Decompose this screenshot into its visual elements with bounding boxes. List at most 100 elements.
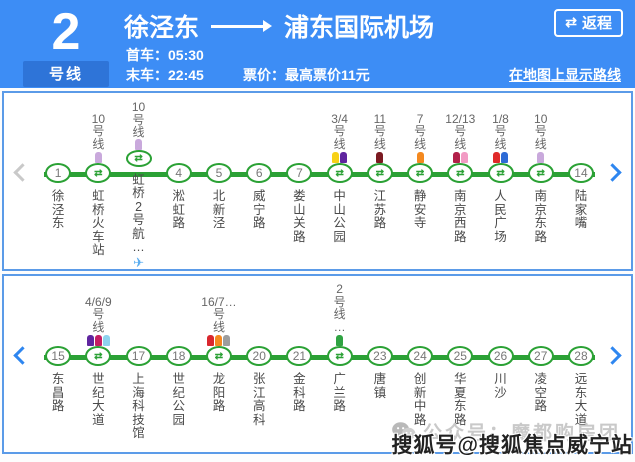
station-node[interactable]: ⇄ <box>125 149 152 167</box>
station-item: 25 华夏东路 <box>440 276 480 452</box>
station-node[interactable]: 23 <box>366 346 393 366</box>
station-node[interactable]: 14 <box>567 163 594 183</box>
station-item: 10 号线 ⇄ 南京东路 <box>521 93 561 269</box>
transfer-label: 4/6/9 号线 <box>84 294 112 334</box>
station-item: 7 娄山关路 <box>279 93 319 269</box>
transfer-icon: ⇄ <box>496 167 505 179</box>
station-node[interactable]: 17 <box>125 346 152 366</box>
station-node[interactable]: 21 <box>286 346 313 366</box>
station-node[interactable]: 24 <box>407 346 434 366</box>
transfer-icon: ⇄ <box>456 167 465 179</box>
station-item: 27 凌空路 <box>521 276 561 452</box>
line-color-marker <box>102 335 110 346</box>
line-suffix: 号线 <box>23 61 109 87</box>
transfer-icon: ⇄ <box>375 167 385 179</box>
line-color-marker <box>452 152 460 163</box>
transfer-line-markers <box>135 138 143 150</box>
scroll-left-chevron-icon[interactable] <box>13 346 32 365</box>
station-item: 21 金科路 <box>279 276 319 452</box>
watermark-back-text: 公众号：魔都购房团 <box>391 418 621 445</box>
station-item: 20 张江高科 <box>239 276 279 452</box>
line-color-marker <box>416 152 424 163</box>
return-trip-button[interactable]: ⇄ 返程 <box>554 9 623 37</box>
transfer-label: 10 号线 <box>534 111 548 151</box>
transfer-label: 3/4 号线 <box>331 111 348 151</box>
station-item: 1/8 号线 ⇄ 人民广场 <box>480 93 520 269</box>
station-strip-1: 1 徐泾东 10 号线 ⇄ 虹桥火车站 10 号线 ⇄ 虹桥 2 号航… ✈ 4 淞虹路 … <box>2 91 633 271</box>
show-on-map-link[interactable]: 在地图上显示路线 <box>509 67 621 83</box>
station-node[interactable]: ⇄ <box>205 346 232 366</box>
station-node[interactable]: 18 <box>165 346 192 366</box>
line-color-marker <box>207 335 215 346</box>
scroll-right-chevron-icon[interactable] <box>603 163 622 182</box>
station-node[interactable]: ⇄ <box>326 163 353 183</box>
station-name: 中山公园 <box>333 189 346 244</box>
station-node[interactable]: 25 <box>447 346 474 366</box>
station-item: 4/6/9 号线 ⇄ 世纪大道 <box>78 276 118 452</box>
transfer-label: 16/7… 号线 <box>201 294 237 334</box>
transfer-line-markers <box>86 333 110 346</box>
line-color-marker <box>493 152 501 163</box>
origin-station: 徐泾东 <box>124 14 200 42</box>
station-item: 23 唐镇 <box>360 276 400 452</box>
line-color-marker <box>336 335 344 346</box>
station-name: 东昌路 <box>51 372 65 413</box>
station-node[interactable]: 15 <box>45 346 72 366</box>
first-train-time: 首车：05:30 <box>126 47 204 63</box>
station-node[interactable]: ⇄ <box>487 163 514 183</box>
station-node[interactable]: ⇄ <box>447 163 474 183</box>
station-node[interactable]: ⇄ <box>527 163 554 183</box>
station-name: 川沙 <box>494 372 507 400</box>
station-name: 广兰路 <box>333 372 346 413</box>
line-color-marker <box>537 152 545 163</box>
transfer-line-markers <box>336 333 344 346</box>
line-color-marker <box>460 152 468 163</box>
line-color-marker <box>135 138 143 150</box>
station-node[interactable]: 1 <box>45 163 72 183</box>
station-name: 金科路 <box>293 372 306 413</box>
station-name: 北新泾 <box>212 189 226 230</box>
line-color-marker <box>332 152 340 163</box>
station-node[interactable]: 4 <box>165 163 192 183</box>
scroll-right-chevron-icon[interactable] <box>603 346 622 365</box>
transfer-label: 2 号线… <box>333 282 346 334</box>
station-node[interactable]: 27 <box>527 346 554 366</box>
station-name: 龙阳路 <box>212 372 226 413</box>
station-name: 张江高科 <box>252 372 266 427</box>
watermark: 公众号：魔都购房团 搜狐号@搜狐焦点威宁站 <box>273 418 633 458</box>
station-node[interactable]: ⇄ <box>326 346 353 366</box>
transfer-icon: ⇄ <box>536 167 545 179</box>
line-color-marker <box>501 152 509 163</box>
station-item: 18 世纪公园 <box>159 276 199 452</box>
station-node[interactable]: ⇄ <box>85 163 112 183</box>
station-name: 世纪公园 <box>172 372 186 427</box>
transfer-label: 10 号线 <box>131 100 146 140</box>
station-item: 4 淞虹路 <box>159 93 199 269</box>
station-node[interactable]: ⇄ <box>366 163 393 183</box>
transfer-icon: ⇄ <box>94 350 103 362</box>
station-node[interactable]: 7 <box>286 163 313 183</box>
station-name: 陆家嘴 <box>574 189 588 230</box>
transfer-icon: ⇄ <box>214 350 224 362</box>
scroll-left-chevron-icon[interactable] <box>13 163 32 182</box>
airplane-icon: ✈ <box>133 254 144 270</box>
station-node[interactable]: 28 <box>567 346 594 366</box>
station-item: 24 创新中路 <box>400 276 440 452</box>
station-node[interactable]: 20 <box>246 346 273 366</box>
station-node[interactable]: ⇄ <box>407 163 434 183</box>
station-name: 人民广场 <box>494 189 507 244</box>
stations-container: 1 徐泾东 10 号线 ⇄ 虹桥火车站 10 号线 ⇄ 虹桥 2 号航… ✈ 4 淞虹路 … <box>38 93 601 269</box>
line-number: 2 <box>51 3 81 61</box>
return-button-label: 返程 <box>581 15 612 32</box>
station-node[interactable]: 6 <box>246 163 273 183</box>
station-node[interactable]: 26 <box>487 346 514 366</box>
station-node[interactable]: ⇄ <box>85 346 112 366</box>
station-name: 凌空路 <box>534 372 547 413</box>
station-item: 1 徐泾东 <box>38 93 78 269</box>
transfer-icon: ⇄ <box>415 167 425 179</box>
station-item: 2 号线… ⇄ 广兰路 <box>320 276 360 452</box>
transfer-icon: ⇄ <box>94 167 103 179</box>
station-node[interactable]: 5 <box>205 163 232 183</box>
transfer-line-markers <box>493 150 509 163</box>
